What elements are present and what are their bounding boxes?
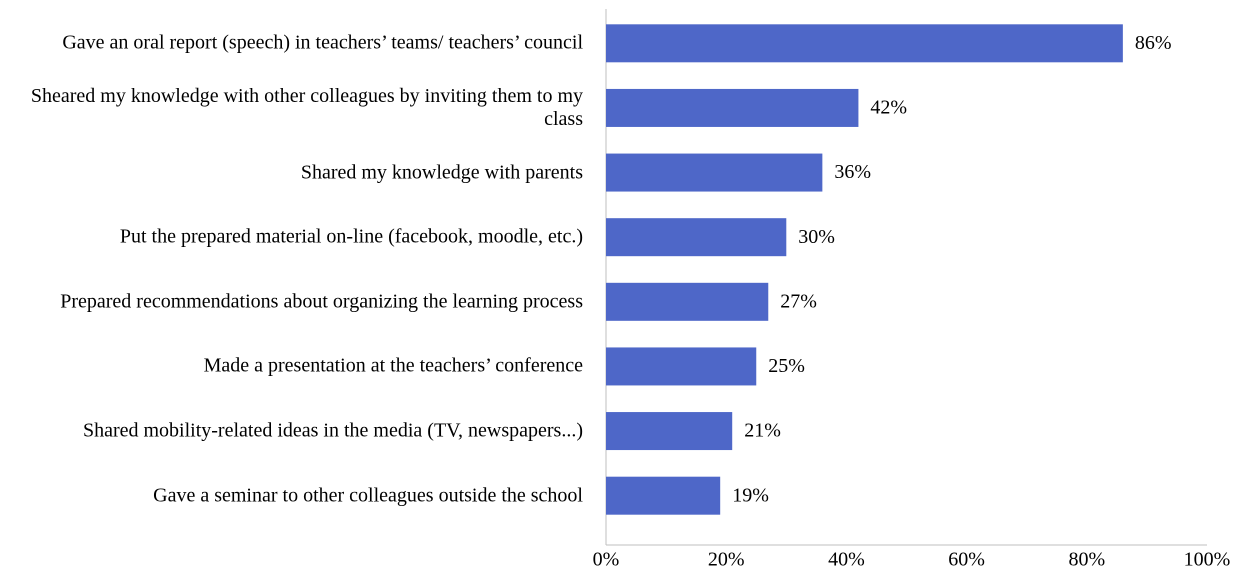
bar [606, 153, 823, 192]
value-label: 27% [780, 290, 817, 312]
category-label: Put the prepared material on-line (faceb… [119, 225, 583, 248]
x-tick-label: 100% [1184, 549, 1231, 571]
x-tick-label: 40% [828, 549, 865, 571]
x-tick-label: 0% [593, 549, 620, 571]
category-label: Shared my knowledge with parents [300, 161, 583, 184]
category-label: Gave an oral report (speech) in teachers… [62, 31, 583, 54]
category-label: Made a presentation at the teachers’ con… [203, 354, 583, 377]
value-label: 36% [834, 161, 871, 183]
value-label: 30% [798, 226, 835, 248]
category-label: Shared mobility-related ideas in the med… [82, 419, 583, 442]
bar [606, 347, 757, 386]
bar [606, 282, 769, 321]
bar [606, 412, 733, 451]
category-label: Prepared recommendations about organizin… [60, 290, 583, 313]
bar [606, 476, 721, 515]
x-tick-label: 80% [1068, 549, 1105, 571]
value-label: 86% [1135, 32, 1172, 54]
bar [606, 218, 787, 257]
bar [606, 24, 1123, 63]
x-tick-label: 60% [948, 549, 985, 571]
category-label: Sheared my knowledge with other colleagu… [30, 84, 583, 130]
value-label: 25% [768, 355, 805, 377]
x-tick-label: 20% [708, 549, 745, 571]
bar [606, 88, 859, 127]
value-label: 19% [732, 484, 769, 506]
value-label: 21% [744, 420, 781, 442]
category-label: Gave a seminar to other colleagues outsi… [153, 484, 583, 507]
value-label: 42% [870, 97, 907, 119]
